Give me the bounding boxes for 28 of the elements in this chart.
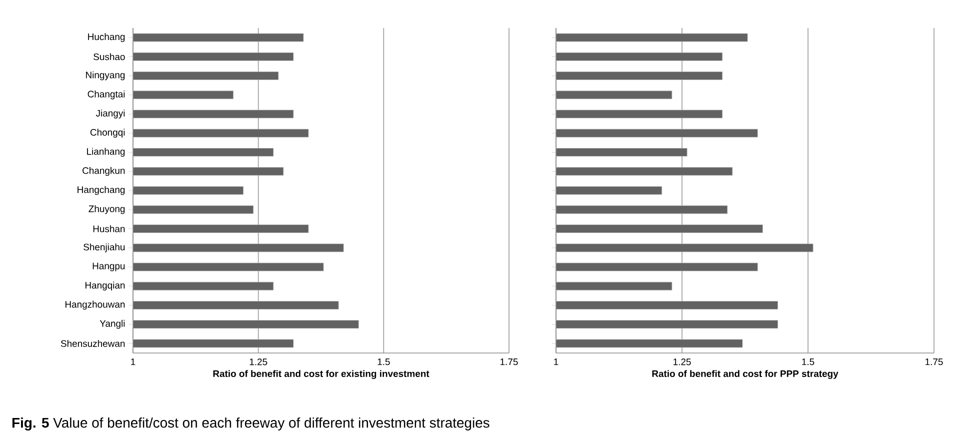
x-tick-label: 1 (554, 358, 558, 366)
y-tick-label: Jiangyi (96, 110, 125, 118)
x-tick-label: 1.5 (802, 358, 814, 366)
y-tick-label: Shenjiahu (84, 243, 125, 252)
y-tick-label: Changtai (88, 90, 125, 100)
y-tick-label: Shensuzhewan (60, 340, 125, 347)
x-axis-title: Ratio of benefit and cost for PPP strategy (652, 370, 838, 379)
y-tick-label: Hushan (93, 225, 125, 232)
y-tick-label: Ningyang (86, 71, 125, 80)
x-tick-label: 1.75 (500, 358, 518, 366)
y-tick-label: Sushao (94, 53, 125, 60)
y-tick-label: Hangqian (85, 282, 125, 291)
y-tick-label: Hangpu (92, 262, 125, 272)
text: Fig. 5 Value of benefit/cost on each freeway of different investment strategies (12, 417, 490, 431)
x-axis-title: Ratio of benefit and cost for existing investment (213, 370, 430, 379)
y-tick-label: Yangli (100, 320, 125, 329)
y-tick-label: Huchang (88, 33, 125, 42)
y-tick-label: Chongqi (90, 128, 125, 138)
x-tick-label: 1 (131, 358, 136, 366)
x-tick-label: 1.75 (926, 358, 943, 366)
y-tick-label: Lianhang (87, 148, 125, 157)
x-tick-label: 1.25 (250, 358, 268, 366)
y-tick-label: Hangchang (78, 186, 125, 195)
y-tick-label: Zhuyong (88, 205, 125, 214)
x-tick-label: 1.5 (378, 358, 390, 366)
x-tick-label: 1.25 (674, 358, 691, 366)
y-tick-label: Hangzhouwan (65, 300, 125, 310)
y-tick-label: Changkun (82, 166, 125, 176)
